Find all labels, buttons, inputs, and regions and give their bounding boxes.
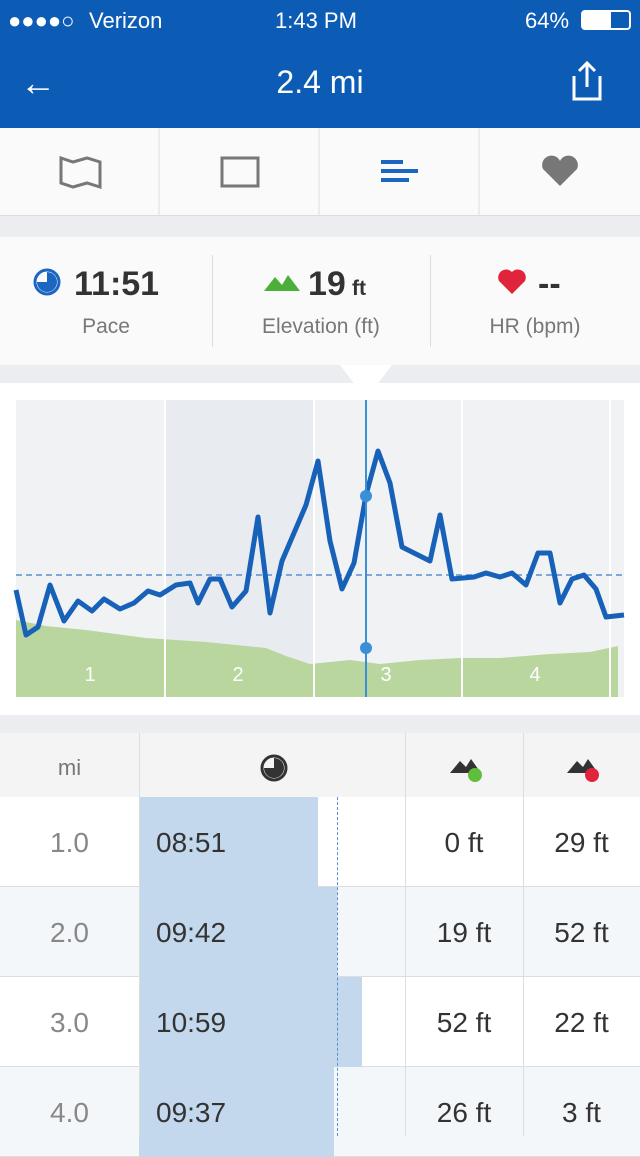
hr-icon <box>498 269 526 294</box>
descent: 29 ft <box>554 827 609 858</box>
ascent-header-icon <box>450 759 482 782</box>
pace-value: 11:51 <box>74 265 160 303</box>
pace-bar <box>139 797 318 887</box>
col-divider <box>139 733 140 1136</box>
clock: 1:43 PM <box>275 8 357 33</box>
pace-chart: 1 2 3 4 <box>13 365 625 697</box>
heart-tab[interactable] <box>542 155 578 186</box>
back-button[interactable]: ← <box>20 62 56 103</box>
splits-table: mi 1.0 08:51 0 ft 29 ft 2.0 09:42 19 ft 52 ft 3.… <box>0 733 640 1157</box>
carrier: Verizon <box>89 8 163 33</box>
hr-value: -- <box>538 265 561 303</box>
split-row: 2.0 09:42 19 ft 52 ft <box>0 887 640 977</box>
split-row: 1.0 08:51 0 ft 29 ft <box>0 797 640 887</box>
divider <box>212 255 213 347</box>
elevation-unit: ft <box>352 277 366 300</box>
mile: 2.0 <box>50 917 89 948</box>
battery-icon <box>581 10 631 30</box>
photo-tab[interactable] <box>220 156 260 188</box>
ascent: 52 ft <box>436 1007 492 1038</box>
split-row: 4.0 09:37 26 ft 3 ft <box>0 1067 640 1157</box>
page-title: 2.4 mi <box>276 64 364 100</box>
pace-header-icon <box>260 754 288 782</box>
mile: 1.0 <box>50 827 89 858</box>
divider <box>430 255 431 347</box>
elevation-value: 19 <box>308 265 346 303</box>
tab-bar <box>0 128 640 216</box>
mile: 3.0 <box>50 1007 89 1038</box>
mile-header: mi <box>57 755 82 780</box>
map-tab[interactable] <box>59 155 102 190</box>
splits-tab[interactable] <box>381 160 418 182</box>
tab-icons <box>59 128 578 215</box>
ascent: 19 ft <box>436 917 492 948</box>
split-row: 3.0 10:59 52 ft 22 ft <box>0 977 640 1067</box>
elevation-icon <box>264 275 300 291</box>
descent-header-icon <box>567 759 599 782</box>
pace-bar <box>139 887 337 977</box>
elevation-label: Elevation (ft) <box>262 315 380 338</box>
pace: 08:51 <box>156 827 227 858</box>
pace: 09:42 <box>156 917 227 948</box>
segment-label: 3 <box>380 664 391 686</box>
pace: 10:59 <box>156 1007 227 1038</box>
signal: ●●●●○ <box>8 8 75 33</box>
segment-label: 2 <box>232 664 243 686</box>
descent: 22 ft <box>554 1007 609 1038</box>
descent: 3 ft <box>562 1097 601 1128</box>
pace-bar <box>139 977 362 1067</box>
mile: 4.0 <box>50 1097 89 1128</box>
share-button[interactable] <box>570 60 604 102</box>
pace-label: Pace <box>82 315 130 338</box>
col-divider <box>523 733 524 1136</box>
average-line <box>337 797 338 1136</box>
table-header <box>0 733 640 798</box>
col-divider <box>405 733 406 1136</box>
descent: 52 ft <box>554 917 609 948</box>
ascent: 26 ft <box>436 1097 492 1128</box>
stats-panel: 11:51 Pace 19 ft Elevation (ft) -- HR (b… <box>0 237 640 365</box>
ascent: 0 ft <box>444 827 484 858</box>
pace: 09:37 <box>156 1097 227 1128</box>
app-bar: ●●●●○ Verizon 1:43 PM 64% ← 2.4 mi <box>0 0 640 128</box>
segment-label: 4 <box>529 664 540 686</box>
segment-label: 1 <box>84 664 95 686</box>
battery-text: 64% <box>525 8 570 33</box>
pace-icon <box>33 268 61 296</box>
hr-label: HR (bpm) <box>489 315 581 338</box>
